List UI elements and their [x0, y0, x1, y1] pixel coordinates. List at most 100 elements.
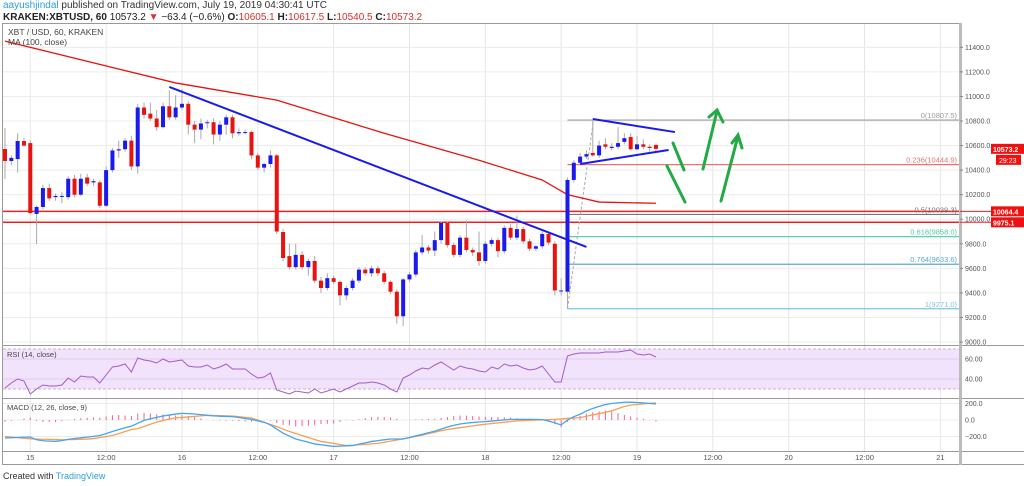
candle-up	[236, 132, 241, 134]
candle-down	[28, 143, 33, 214]
candle-up	[40, 188, 45, 207]
candle-down	[192, 124, 197, 130]
macd-tick-label: 0.0	[965, 418, 975, 425]
time-tick-label: 16	[178, 453, 186, 462]
candle-up	[401, 279, 406, 317]
macd-tick-label: 200.0	[965, 401, 983, 408]
symbol-info: KRAKEN:XBTUSD, 60 10573.2 ▼ −63.4 (−0.6%…	[3, 12, 422, 23]
candle-down	[546, 233, 551, 243]
candle-down	[129, 140, 134, 167]
candle-down	[477, 252, 481, 261]
price-tick-label: 9800.0	[965, 241, 987, 248]
fib-trend-line	[566, 120, 594, 309]
candle-down	[331, 278, 336, 282]
candle-up	[243, 132, 248, 134]
candle-down	[337, 281, 342, 296]
candle-up	[540, 233, 545, 247]
candle-down	[287, 256, 292, 268]
candle-up	[306, 260, 311, 268]
candle-down	[211, 122, 216, 135]
candle-up	[344, 288, 349, 296]
candle-up	[135, 107, 140, 167]
candle-up	[369, 268, 374, 274]
ma-legend: MA (100, close)	[8, 37, 67, 47]
candle-up	[15, 141, 20, 160]
candle-up	[161, 106, 165, 128]
candle-down	[552, 243, 557, 291]
candle-up	[622, 138, 627, 142]
candle-down	[97, 182, 102, 206]
candle-up	[59, 195, 64, 197]
time-tick-label: 12:00	[703, 453, 722, 462]
candle-down	[394, 291, 399, 317]
candle-up	[116, 149, 121, 151]
candle-down	[388, 281, 393, 292]
fib-level-label: 0.236(10444.9)	[906, 156, 957, 165]
candle-up	[123, 140, 128, 150]
created-with-text: Created with	[3, 471, 54, 481]
price-tick-label: 9600.0	[965, 266, 987, 273]
candle-up	[325, 278, 330, 289]
countdown-label: 29:23	[999, 158, 1017, 165]
price-tick-label: 10000.0	[965, 217, 990, 224]
candle-down	[603, 144, 608, 147]
candle-down	[641, 144, 646, 147]
candle-down	[495, 240, 500, 252]
chart-title: XBT / USD, 60, KRAKEN	[8, 27, 103, 37]
candle-down	[3, 148, 7, 162]
candle-up	[78, 178, 83, 195]
price-tick-label: 9400.0	[965, 290, 987, 297]
candle-down	[85, 177, 90, 184]
candle-down	[319, 280, 323, 289]
fib-level-label: 0.618(9858.0)	[910, 228, 957, 237]
last-price-badge	[991, 143, 1024, 154]
candle-up	[407, 274, 412, 280]
candle-down	[274, 155, 279, 232]
candle-up	[597, 145, 602, 156]
rsi-legend: RSI (14, close)	[7, 350, 57, 359]
high-value: 10617.5	[288, 12, 325, 23]
candle-up	[224, 117, 229, 125]
author-link[interactable]: aayushjindal	[3, 0, 59, 11]
time-tick-label: 19	[633, 453, 641, 462]
candle-up	[578, 156, 583, 163]
candle-up	[584, 154, 589, 157]
candle-down	[148, 113, 153, 119]
macd-tick-label: −200.0	[965, 434, 987, 441]
triangle-down-icon: ▼	[148, 12, 159, 23]
candle-up	[533, 246, 538, 249]
rsi-line	[4, 349, 657, 395]
candle-down	[47, 188, 52, 199]
tradingview-logo[interactable]: TradingView	[55, 471, 106, 481]
candle-up	[489, 240, 494, 244]
candle-down	[186, 103, 191, 125]
candle-up	[350, 280, 355, 289]
price-tick-label: 10600.0	[965, 143, 990, 150]
candle-up	[502, 227, 507, 252]
candle-up	[356, 269, 361, 281]
level-price-badge	[991, 206, 1024, 217]
time-tick-label: 20	[785, 453, 793, 462]
rsi-band	[3, 348, 960, 390]
low-label: L:	[327, 12, 337, 23]
green-up-arrow-icon	[719, 131, 744, 203]
macd-line	[4, 401, 657, 448]
candle-down	[281, 232, 286, 259]
candle-down	[72, 178, 77, 195]
candle-down	[628, 136, 633, 150]
fib-level-label: 1(9271.0)	[925, 300, 958, 309]
candle-up	[262, 163, 267, 168]
candle-down	[142, 107, 147, 115]
trendline	[579, 148, 669, 165]
candle-down	[470, 249, 475, 253]
candle-up	[91, 181, 96, 183]
candle-up	[420, 247, 425, 253]
projection-arrows	[665, 107, 744, 204]
publish-text: published on TradingView.com, July 19, 2…	[61, 0, 327, 11]
candle-up	[565, 179, 570, 292]
open-value: 10605.1	[238, 12, 275, 23]
candle-up	[432, 240, 437, 251]
candle-down	[312, 260, 317, 281]
candle-up	[483, 243, 488, 261]
